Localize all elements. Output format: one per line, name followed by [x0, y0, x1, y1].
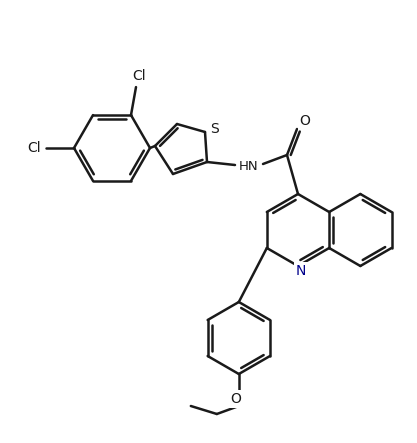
Text: Cl: Cl: [132, 69, 146, 83]
Text: O: O: [230, 392, 241, 406]
Text: N: N: [296, 264, 306, 278]
Text: O: O: [299, 114, 310, 128]
Text: HN: HN: [239, 160, 259, 174]
Text: S: S: [211, 122, 219, 136]
Text: Cl: Cl: [27, 141, 41, 155]
